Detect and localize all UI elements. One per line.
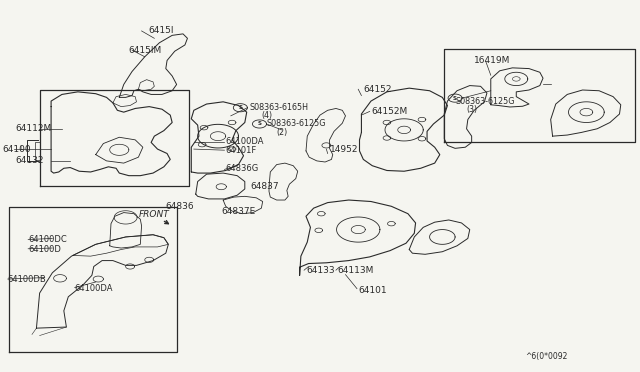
Text: 64133: 64133 <box>306 266 335 275</box>
Text: 64837E: 64837E <box>221 207 255 217</box>
Text: 64113M: 64113M <box>338 266 374 275</box>
Text: 64836G: 64836G <box>226 164 259 173</box>
Text: 64132: 64132 <box>15 156 44 166</box>
Text: S: S <box>257 122 262 126</box>
Text: FRONT: FRONT <box>138 210 169 219</box>
Text: 64100DA: 64100DA <box>226 137 264 146</box>
Text: (2): (2) <box>276 128 288 137</box>
Text: S: S <box>453 96 457 100</box>
Text: 64100DA: 64100DA <box>75 284 113 293</box>
Text: 64101F: 64101F <box>226 146 257 155</box>
Text: 64152: 64152 <box>364 85 392 94</box>
Text: 6415lM: 6415lM <box>129 46 162 55</box>
Text: 6415l: 6415l <box>148 26 173 35</box>
Text: └: └ <box>19 147 22 153</box>
Text: 64100: 64100 <box>3 145 31 154</box>
Text: S08363-6125G: S08363-6125G <box>456 97 515 106</box>
Text: 14952: 14952 <box>330 145 358 154</box>
Text: S: S <box>238 105 243 110</box>
Text: 64100DB: 64100DB <box>8 275 47 283</box>
Text: 64837: 64837 <box>250 182 278 191</box>
Text: 16419M: 16419M <box>474 56 511 65</box>
Text: 64836: 64836 <box>166 202 195 211</box>
Text: 64100DC: 64100DC <box>28 235 67 244</box>
Text: (4): (4) <box>261 111 273 121</box>
Text: 64112M: 64112M <box>15 124 52 133</box>
Text: S08363-6125G: S08363-6125G <box>266 119 326 128</box>
Text: 64152M: 64152M <box>371 107 407 116</box>
Text: 64100D: 64100D <box>28 245 61 254</box>
Text: ^6(0*0092: ^6(0*0092 <box>525 352 568 361</box>
Text: 64101: 64101 <box>358 286 387 295</box>
Text: S08363-6165H: S08363-6165H <box>250 103 309 112</box>
Text: (3): (3) <box>467 105 477 114</box>
